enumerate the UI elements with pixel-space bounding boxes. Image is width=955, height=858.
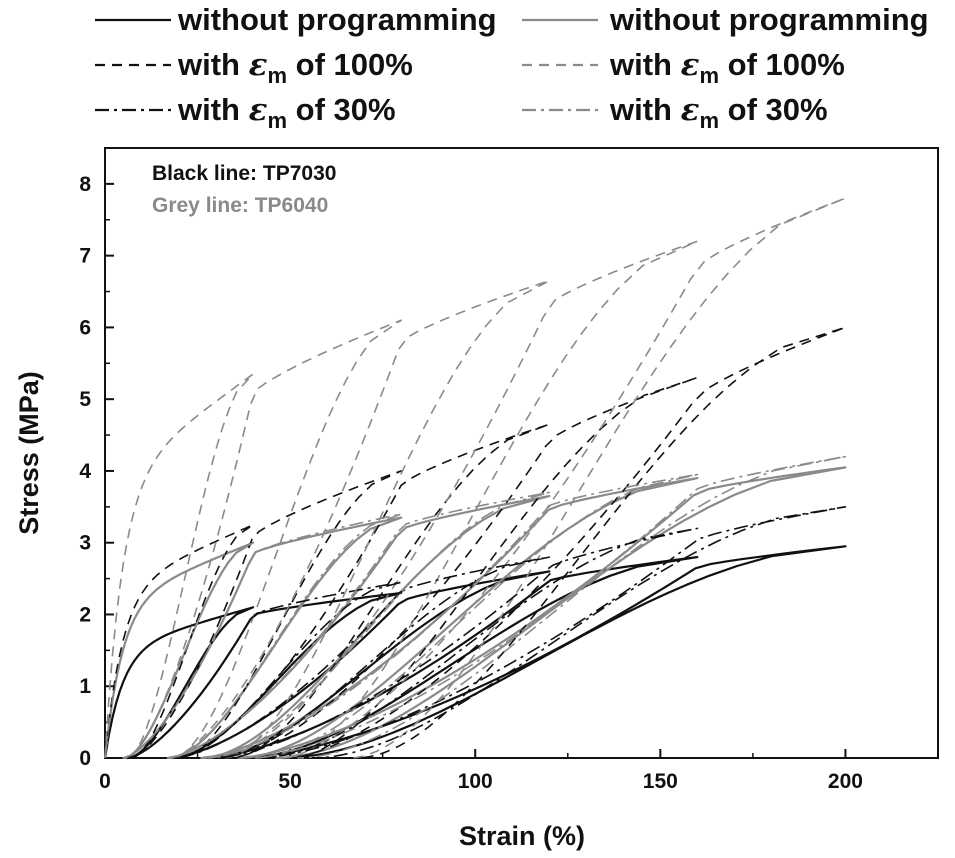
legend-label-2: with εm of 100% (177, 47, 413, 88)
x-tick-label-0: 0 (99, 770, 111, 793)
legend: without programming without programming wi… (95, 2, 929, 133)
y-tick-label-0: 0 (79, 747, 91, 770)
legend-label-3: with εm of 100% (609, 47, 845, 88)
y-tick-label-2: 2 (79, 603, 91, 626)
axes: 0 50 100 150 200 0 1 2 3 4 5 6 7 8 (79, 173, 863, 793)
curve-3 (104, 197, 847, 759)
y-tick-label-1: 1 (79, 675, 91, 698)
curve-5 (104, 455, 847, 759)
series-4 (104, 506, 847, 759)
curve-2 (104, 326, 847, 759)
annotation-grey: Grey line: TP6040 (152, 194, 328, 217)
x-tick-label-3: 150 (643, 770, 678, 793)
legend-label-1: without programming (609, 2, 929, 37)
x-tick-label-4: 200 (828, 770, 863, 793)
y-tick-label-7: 7 (79, 245, 91, 268)
curve-1 (103, 466, 847, 760)
y-tick-label-4: 4 (79, 460, 91, 483)
series-1 (103, 466, 847, 760)
series-3 (104, 197, 847, 759)
annotation-black: Black line: TP7030 (152, 162, 336, 185)
series-5 (104, 455, 847, 759)
y-axis-title: Stress (MPa) (14, 371, 44, 535)
y-tick-label-6: 6 (79, 316, 91, 339)
y-tick-label-3: 3 (79, 532, 91, 555)
plot-frame (104, 147, 939, 759)
curve-4 (104, 506, 847, 759)
x-tick-label-2: 100 (458, 770, 493, 793)
y-tick-label-5: 5 (79, 388, 91, 411)
curve-0 (103, 545, 847, 760)
x-tick-label-1: 50 (278, 770, 301, 793)
series-2 (104, 326, 847, 759)
y-tick-label-8: 8 (79, 173, 91, 196)
series-0 (103, 545, 847, 760)
legend-label-5: with εm of 30% (609, 92, 828, 133)
curves (103, 197, 847, 760)
x-axis-title: Strain (%) (459, 821, 585, 851)
legend-label-0: without programming (177, 2, 497, 37)
legend-label-4: with εm of 30% (177, 92, 396, 133)
